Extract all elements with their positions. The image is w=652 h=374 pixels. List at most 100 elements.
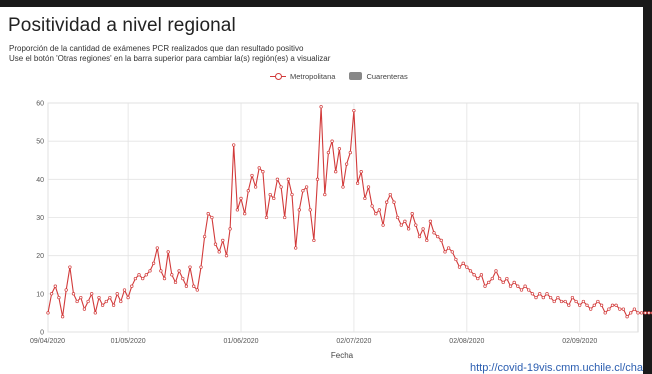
data-point [130, 284, 134, 288]
y-tick-label: 50 [36, 139, 44, 146]
data-point [294, 246, 298, 250]
data-point [326, 150, 331, 155]
data-point [166, 250, 170, 254]
data-point [567, 303, 571, 307]
data-point [421, 227, 425, 231]
x-tick-label: 01/06/2020 [224, 338, 259, 345]
data-point [122, 288, 127, 292]
data-point [432, 231, 436, 235]
data-point [253, 185, 258, 189]
data-point [243, 212, 247, 216]
data-point [330, 139, 334, 143]
data-point [548, 295, 553, 300]
data-point [246, 189, 250, 193]
data-point [144, 273, 148, 277]
chart-subtitle: Proporción de la cantidad de exámenes PC… [9, 44, 304, 53]
chart-grid [47, 102, 639, 333]
data-point [599, 303, 604, 307]
data-point [93, 311, 97, 315]
data-point [556, 295, 560, 300]
data-point [359, 170, 363, 174]
data-point [403, 219, 407, 223]
data-point [162, 276, 167, 281]
data-point [308, 208, 312, 212]
data-point [49, 292, 54, 296]
data-point [297, 208, 301, 212]
legend-item-cuarenteras[interactable]: Cuarenteras [349, 72, 408, 81]
data-point [530, 292, 535, 296]
data-point [192, 284, 196, 288]
y-axis: 0 10 20 30 40 50 60 [36, 101, 44, 337]
data-point [436, 234, 440, 239]
data-point [643, 311, 647, 315]
data-point [283, 215, 287, 220]
data-point [410, 212, 414, 216]
data-point [505, 276, 509, 281]
data-point [647, 311, 651, 315]
data-point [625, 315, 629, 319]
data-point [370, 204, 374, 208]
data-point [115, 292, 119, 296]
data-point [53, 284, 57, 288]
data-point [494, 269, 498, 273]
data-point [279, 185, 283, 189]
data-point [639, 311, 644, 315]
data-point [352, 108, 356, 113]
data-point [472, 273, 476, 277]
data-point [312, 238, 316, 243]
data-point [603, 311, 607, 315]
data-point [86, 299, 90, 304]
data-point [239, 196, 243, 201]
series-line [47, 106, 652, 318]
y-tick-label: 0 [40, 330, 44, 337]
data-point [184, 284, 189, 288]
data-point [392, 200, 396, 204]
data-point [476, 276, 480, 281]
x-tick-label: 02/09/2020 [562, 338, 597, 345]
data-point [286, 177, 291, 181]
data-point [417, 234, 422, 239]
data-point [60, 315, 65, 319]
data-point [202, 234, 207, 239]
y-tick-label: 60 [36, 101, 44, 108]
data-point [68, 265, 72, 269]
data-point [559, 299, 564, 304]
page-title: Positividad a nivel regional [8, 15, 236, 36]
data-point [461, 261, 465, 265]
x-axis-label: Fecha [331, 351, 354, 360]
data-point [414, 223, 418, 227]
line-circle-icon [270, 72, 286, 80]
data-point [79, 295, 83, 300]
data-point [589, 307, 593, 311]
data-point [319, 105, 323, 109]
data-point [199, 265, 203, 269]
data-point [497, 276, 502, 281]
data-point [377, 208, 382, 212]
source-url[interactable]: http://covid-19vis.cmm.uchile.cl/cha [470, 362, 644, 374]
data-point [468, 269, 473, 273]
data-point [428, 219, 433, 223]
data-point [508, 284, 513, 288]
data-point [574, 299, 578, 304]
data-point [457, 265, 462, 269]
data-point [395, 215, 400, 220]
data-point [479, 273, 484, 277]
data-point [301, 189, 305, 193]
data-point [366, 185, 371, 189]
data-point [228, 227, 232, 231]
data-point [490, 276, 494, 281]
data-point [344, 162, 349, 166]
data-point [224, 254, 229, 258]
data-point [133, 276, 138, 281]
data-point [90, 292, 94, 296]
data-point [195, 288, 199, 292]
data-point [570, 295, 575, 300]
data-point [151, 261, 156, 265]
data-point [46, 311, 50, 315]
series-metropolitana [46, 105, 652, 319]
x-tick-label: 02/08/2020 [449, 338, 484, 345]
data-point [264, 215, 269, 220]
data-point [126, 295, 130, 300]
legend-item-metropolitana[interactable]: Metropolitana [270, 72, 335, 81]
